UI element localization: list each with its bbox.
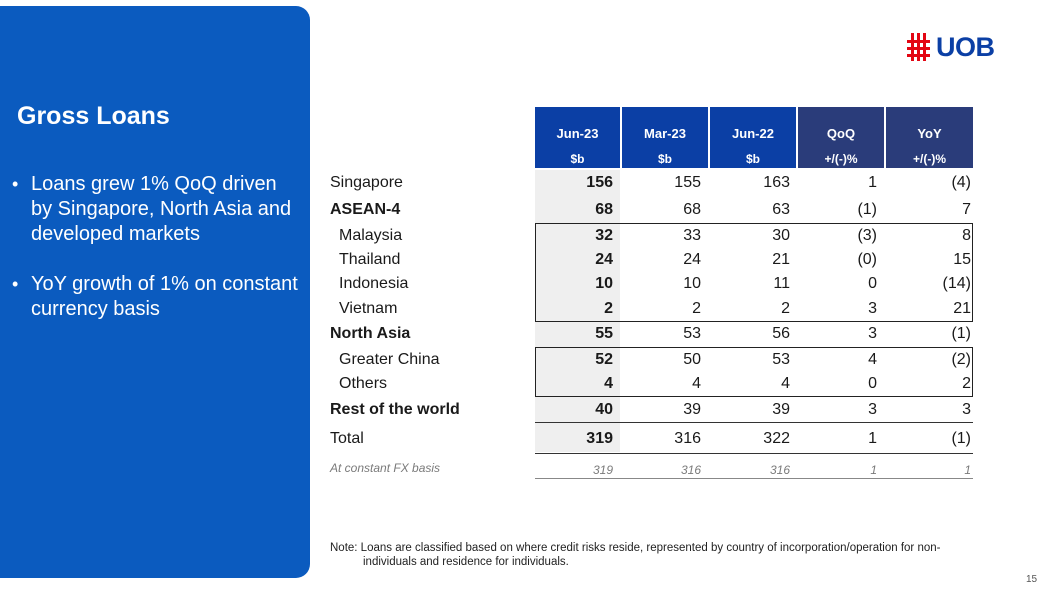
uob-logo-text: UOB [936,31,995,62]
footnote: Note: Loans are classified based on wher… [330,542,941,568]
table-row: Singapore 156 155 163 1 (4) [330,174,971,191]
bullet-item: • Loans grew 1% QoQ driven by Singapore, … [12,172,302,247]
column-header: QoQ +/(-)% [798,107,884,168]
uob-mark-icon [907,33,930,61]
asean-subgroup-box [535,223,973,322]
constant-fx-row: At constant FX basis 319 316 316 1 1 [330,461,971,477]
bullet-text: YoY growth of 1% on constant currency ba… [31,273,298,320]
column-header: Mar-23 $b [622,107,708,168]
column-header: YoY +/(-)% [886,107,973,168]
table-row: Greater China 52 50 53 4 (2) [339,351,971,368]
bullet-item: • YoY growth of 1% on constant currency b… [12,272,302,322]
slide-title: Gross Loans [17,102,170,130]
bullet-list: • Loans grew 1% QoQ driven by Singapore, … [12,172,302,347]
bullet-icon: • [12,274,19,294]
highlight-column [535,170,620,452]
row-divider [535,478,973,479]
table-row: Rest of the world 40 39 39 3 3 [330,401,971,418]
column-header: Jun-22 $b [710,107,796,168]
summary-panel: Gross Loans • Loans grew 1% QoQ driven by… [0,6,310,578]
north-asia-subgroup-box [535,347,973,397]
bullet-icon: • [12,174,19,194]
row-divider [535,422,973,423]
table-row: Vietnam 2 2 2 3 21 [339,300,971,317]
table-row: Thailand 24 24 21 (0) 15 [339,251,971,268]
row-divider [535,453,973,454]
page-number: 15 [1026,574,1038,585]
uob-logo: UOB [907,31,995,63]
table-row: North Asia 55 53 56 3 (1) [330,325,971,342]
table-row: Indonesia 10 10 11 0 (14) [339,275,971,292]
table-row: ASEAN-4 68 68 63 (1) 7 [330,201,971,218]
bullet-text: Loans grew 1% QoQ driven by Singapore, N… [31,173,292,245]
table-row-total: Total 319 316 322 1 (1) [330,430,971,447]
column-header: Jun-23 $b [535,107,620,168]
table-row: Malaysia 32 33 30 (3) 8 [339,227,971,244]
